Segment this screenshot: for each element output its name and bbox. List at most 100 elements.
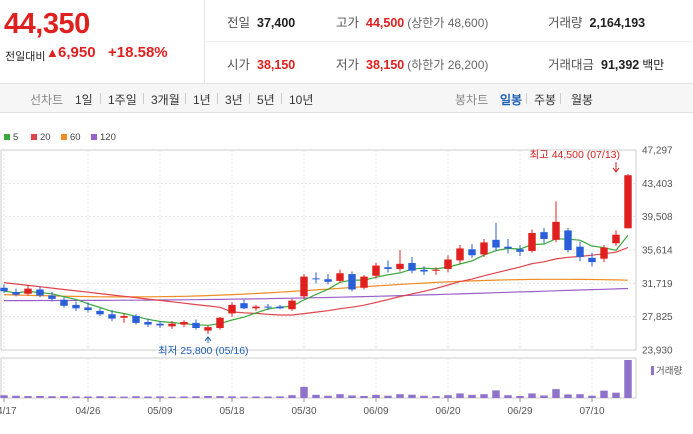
up-arrow-icon: ▲ [46, 45, 59, 60]
volume-bar [24, 396, 32, 398]
low-price: 저가 38,150 (하한가 26,200) [336, 54, 488, 73]
volume-bar [396, 394, 404, 398]
candle-body [492, 239, 500, 248]
y-tick-label: 27,825 [642, 312, 673, 323]
amount-unit: 백만 [642, 58, 665, 72]
volume-bar [456, 393, 464, 398]
x-tick-label: 04/17 [0, 406, 17, 417]
candle-body [528, 232, 536, 251]
volume-plot-frame [0, 357, 637, 399]
prev-close-label: 전일 [227, 16, 251, 30]
volume-bar [432, 396, 440, 398]
period-3m[interactable]: 3개월 [151, 93, 180, 107]
candle-body [432, 269, 440, 271]
candle-body [300, 276, 308, 297]
period-1y[interactable]: 1년 [193, 93, 211, 107]
candle-body [372, 265, 380, 276]
volume-bar [204, 395, 212, 398]
candle-body [444, 259, 452, 269]
volume-bar [0, 395, 8, 398]
legend-ma60: 60 [61, 132, 81, 143]
candle-body [144, 322, 152, 325]
toolbar-separator [185, 93, 186, 104]
legend-ma20: 20 [31, 132, 51, 143]
volume-bar [372, 394, 380, 398]
legend-ma5-label: 5 [13, 132, 19, 143]
volume-bar [588, 395, 596, 398]
period-1d[interactable]: 1일 [75, 93, 93, 107]
x-tick-label: 06/20 [435, 406, 460, 417]
candle-body [576, 246, 584, 257]
period-5y[interactable]: 5년 [257, 93, 275, 107]
volume-bar [276, 396, 284, 398]
candle-body [60, 299, 68, 306]
candle-body [276, 306, 284, 309]
high-value: 44,500 [366, 16, 405, 30]
volume-bar [336, 394, 344, 398]
ma20-line [3, 246, 629, 316]
legend-ma5: 5 [4, 132, 18, 143]
x-tick-label: 05/18 [219, 406, 244, 417]
volume-bar [624, 360, 632, 398]
ma60-line [3, 278, 629, 298]
candle-body [408, 262, 416, 271]
candle-body [288, 300, 296, 310]
prev-close-value: 37,400 [257, 16, 296, 30]
candle-body [84, 307, 92, 311]
volume-bar [492, 390, 500, 398]
volume-bar [504, 395, 512, 398]
prev-close: 전일 37,400 [227, 12, 295, 31]
low-label: 저가 [336, 58, 360, 72]
x-tick-label: 04/26 [75, 406, 100, 417]
candle-daily[interactable]: 일봉 [500, 93, 523, 107]
low-value: 38,150 [366, 58, 405, 72]
volume-bar [156, 396, 164, 398]
open-label: 시가 [227, 58, 251, 72]
volume-bar [108, 396, 116, 398]
trade-amount: 거래대금 91,392 백만 [548, 54, 664, 73]
candle-weekly[interactable]: 주봉 [534, 93, 557, 107]
high-label: 고가 [336, 16, 360, 30]
volume-bar [288, 395, 296, 398]
candle-body [420, 269, 428, 272]
candle-body [96, 310, 104, 315]
candle-body [324, 279, 332, 282]
open-price: 시가 38,150 [227, 54, 295, 73]
volume-bar [36, 395, 44, 398]
y-tick-label: 47,297 [642, 146, 673, 157]
candle-body [552, 221, 560, 240]
y-tick-label: 31,719 [642, 279, 673, 290]
volume-bar [576, 394, 584, 398]
toolbar-separator [100, 93, 101, 104]
volume-bar [468, 394, 476, 398]
candle-body [516, 249, 524, 252]
candle-body [12, 292, 20, 295]
quote-divider [206, 41, 693, 42]
volume-legend-swatch [651, 366, 654, 375]
period-1w[interactable]: 1주일 [108, 93, 137, 107]
y-tick-label: 43,403 [642, 179, 673, 190]
volume-legend-label: 거래량 [656, 365, 682, 377]
candle-body [240, 303, 248, 309]
volume-bar [540, 395, 548, 398]
line-chart-label[interactable]: 선차트 [30, 93, 64, 107]
toolbar-separator [217, 93, 218, 104]
volume-bar [240, 396, 248, 398]
candle-body [624, 175, 632, 229]
candle-body [456, 248, 464, 261]
candle-monthly[interactable]: 월봉 [571, 93, 594, 107]
volume-bar [444, 395, 452, 398]
period-3y[interactable]: 3년 [225, 93, 243, 107]
volume-bar [264, 396, 272, 398]
candle-body [504, 246, 512, 249]
volume-bar [228, 396, 236, 398]
change-value: 6,950 [58, 44, 96, 61]
candle-body [312, 278, 320, 280]
candle-chart-label[interactable]: 봉차트 [455, 93, 489, 107]
period-10y[interactable]: 10년 [289, 93, 314, 107]
toolbar-separator [143, 93, 144, 104]
volume-bar [312, 394, 320, 398]
x-tick-label: 06/29 [507, 406, 532, 417]
volume-bar [612, 392, 620, 398]
